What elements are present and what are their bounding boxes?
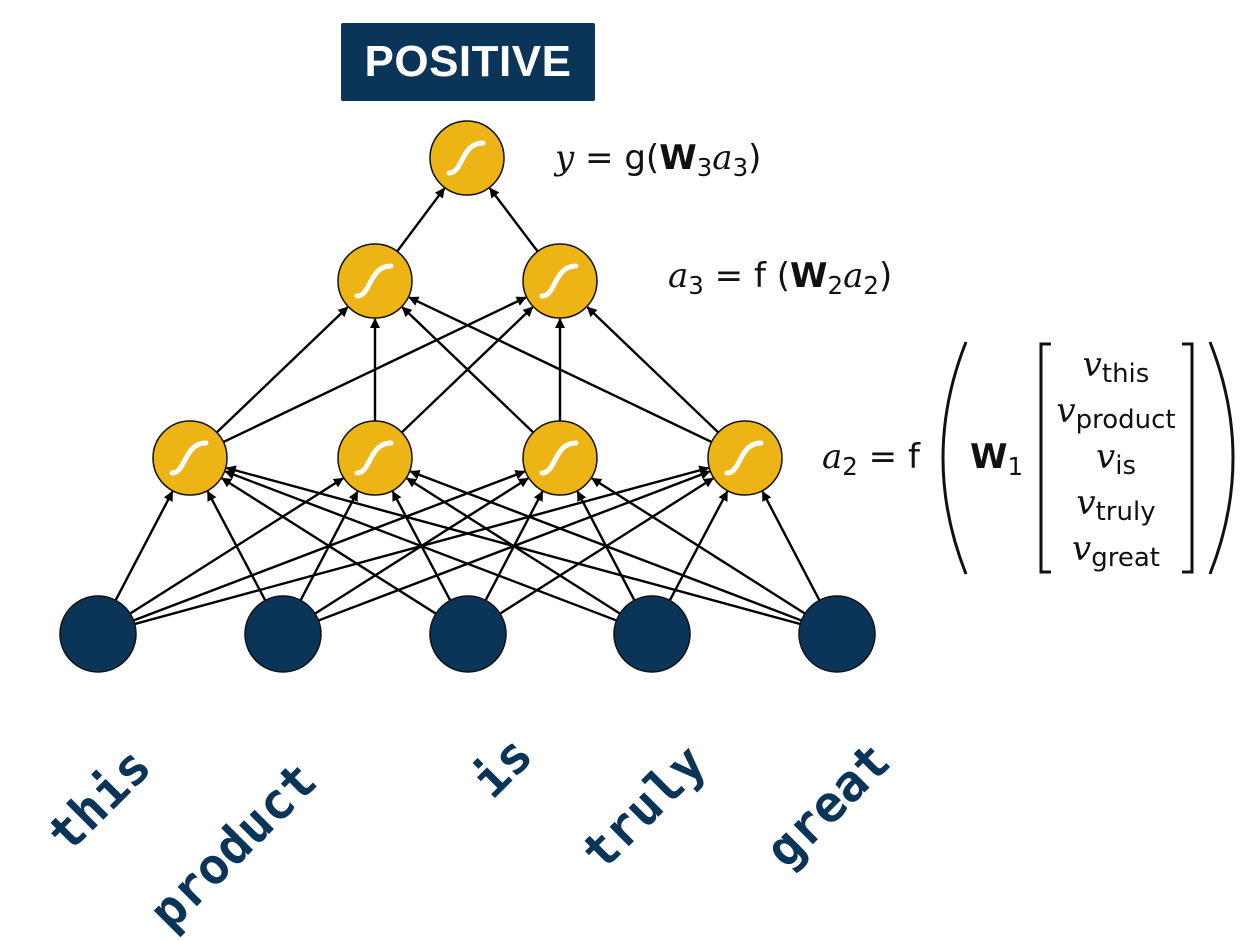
edge-input0-hidden1-0: [106, 490, 174, 617]
vector-entry-truly: vtruly: [1076, 483, 1156, 527]
vector-entry-product: vproduct: [1056, 391, 1176, 435]
sigmoid-icon: [446, 140, 486, 176]
edge-input2-hidden1-1: [391, 490, 460, 617]
vector-entry-great: vgreat: [1072, 529, 1160, 573]
equation-a2: a2 = f: [822, 437, 920, 481]
equation-a3: a3 = f (W2a2): [668, 256, 893, 300]
hidden1-neuron-1: [337, 420, 413, 496]
edge-hidden1-3-hidden2-1: [586, 306, 732, 445]
edge-input4-hidden1-0: [225, 465, 818, 630]
output-label: POSITIVE: [364, 37, 572, 86]
vector-entry-this: vthis: [1082, 345, 1150, 389]
edge-input3-hidden1-2: [576, 490, 644, 617]
edge-input0-hidden1-3: [117, 465, 710, 630]
network-diagram: [59, 120, 1235, 673]
sigmoid-icon: [539, 263, 579, 299]
left-paren: [941, 341, 968, 575]
sigmoid-icon: [724, 440, 764, 476]
edge-input4-hidden1-1: [409, 470, 818, 628]
connections: [106, 187, 829, 630]
input-node-product: [244, 595, 322, 673]
hidden2-neuron-0: [337, 243, 413, 319]
right-bracket: [1182, 342, 1194, 574]
input-node-great: [798, 595, 876, 673]
vector-entry-is: vis: [1096, 437, 1136, 481]
edge-hidden1-3-hidden2-0: [408, 296, 728, 451]
edge-input0-hidden1-2: [117, 470, 526, 628]
left-bracket: [1039, 342, 1051, 574]
edge-input3-hidden1-3: [660, 490, 729, 617]
input-node-truly: [613, 595, 691, 673]
input-node-is: [429, 595, 507, 673]
hidden1-neuron-2: [522, 420, 598, 496]
edge-hidden1-0-hidden2-0: [203, 306, 349, 445]
edge-input2-hidden1-3: [484, 477, 714, 624]
sigmoid-icon: [539, 440, 579, 476]
weight-w1: W1: [970, 437, 1024, 481]
edge-input0-hidden1-1: [114, 477, 344, 624]
edge-input2-hidden1-0: [221, 477, 451, 624]
edge-input1-hidden1-3: [302, 470, 711, 628]
edge-hidden1-1-hidden2-1: [388, 306, 534, 445]
edge-input1-hidden1-0: [206, 490, 275, 617]
edge-input4-hidden1-2: [591, 477, 821, 624]
input-node-this: [59, 595, 137, 673]
edge-input4-hidden1-3: [761, 490, 829, 617]
hidden2-neuron-1: [522, 243, 598, 319]
hidden1-neuron-3: [707, 420, 783, 496]
sigmoid-icon: [354, 263, 394, 299]
output-label-box: POSITIVE: [341, 23, 595, 101]
hidden1-neuron-0: [152, 420, 228, 496]
equation-y: y = g(W3a3): [555, 138, 762, 182]
edge-hidden1-0-hidden2-1: [207, 296, 527, 451]
output-neuron: [429, 120, 505, 196]
input-vector: vthis vproduct vis vtruly vgreat: [1045, 342, 1187, 573]
vector-brackets: [941, 341, 1235, 575]
sigmoid-icon: [169, 440, 209, 476]
edge-input1-hidden1-1: [291, 490, 359, 617]
edge-hidden1-2-hidden2-0: [401, 306, 547, 445]
edge-input2-hidden1-2: [476, 490, 544, 617]
sigmoid-icon: [354, 440, 394, 476]
edge-input3-hidden1-0: [224, 470, 633, 628]
neurons: [59, 120, 876, 673]
right-paren: [1208, 341, 1235, 575]
edge-input3-hidden1-1: [406, 477, 636, 624]
